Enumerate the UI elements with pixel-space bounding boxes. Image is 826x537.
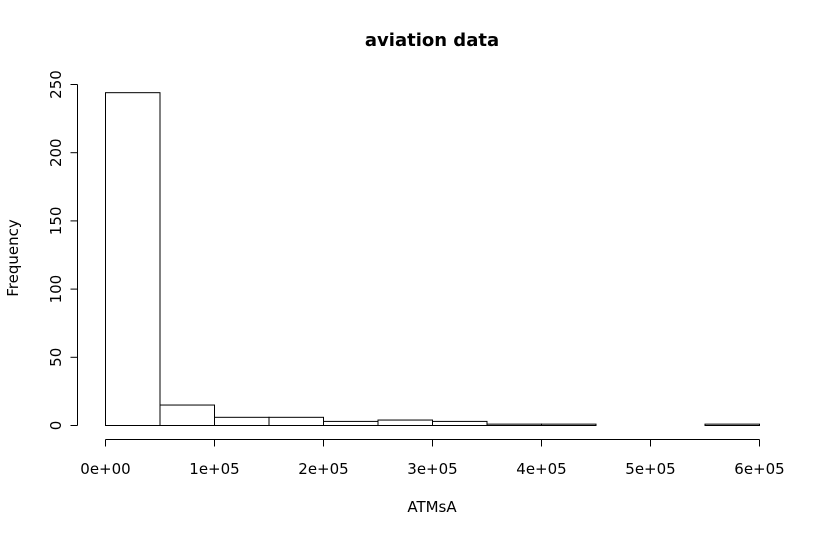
histogram-bar — [323, 420, 379, 426]
histogram-bar — [704, 423, 760, 426]
bars-group — [105, 92, 760, 427]
y-tick-label: 250 — [47, 70, 65, 99]
histogram-bar — [486, 423, 542, 426]
histogram-bar — [214, 416, 270, 427]
y-tick-label: 150 — [47, 207, 65, 236]
chart-title: aviation data — [365, 30, 499, 51]
histogram-bar — [105, 92, 161, 427]
histogram-bar — [432, 420, 488, 426]
x-axis-label: ATMsA — [407, 498, 457, 516]
x-tick-label: 1e+05 — [189, 460, 239, 478]
x-tick-label: 5e+05 — [625, 460, 675, 478]
x-tick-label: 4e+05 — [516, 460, 566, 478]
y-axis: 0 50 100 150 200 250 — [47, 70, 78, 430]
y-tick-label: 0 — [47, 421, 65, 431]
histogram-bar — [377, 419, 433, 427]
histogram-bar — [268, 416, 324, 427]
x-tick-label: 6e+05 — [734, 460, 784, 478]
y-tick-label: 100 — [47, 275, 65, 304]
histogram-bar — [159, 404, 215, 427]
y-tick-label: 50 — [47, 348, 65, 367]
y-axis-label: Frequency — [4, 219, 22, 297]
x-tick-label: 0e+00 — [80, 460, 130, 478]
x-tick-label: 3e+05 — [407, 460, 457, 478]
histogram-bar — [541, 423, 597, 426]
y-tick-label: 200 — [47, 138, 65, 167]
x-axis: 0e+00 1e+05 2e+05 3e+05 4e+05 5e+05 6e+05 — [80, 439, 785, 478]
x-tick-label: 2e+05 — [298, 460, 348, 478]
